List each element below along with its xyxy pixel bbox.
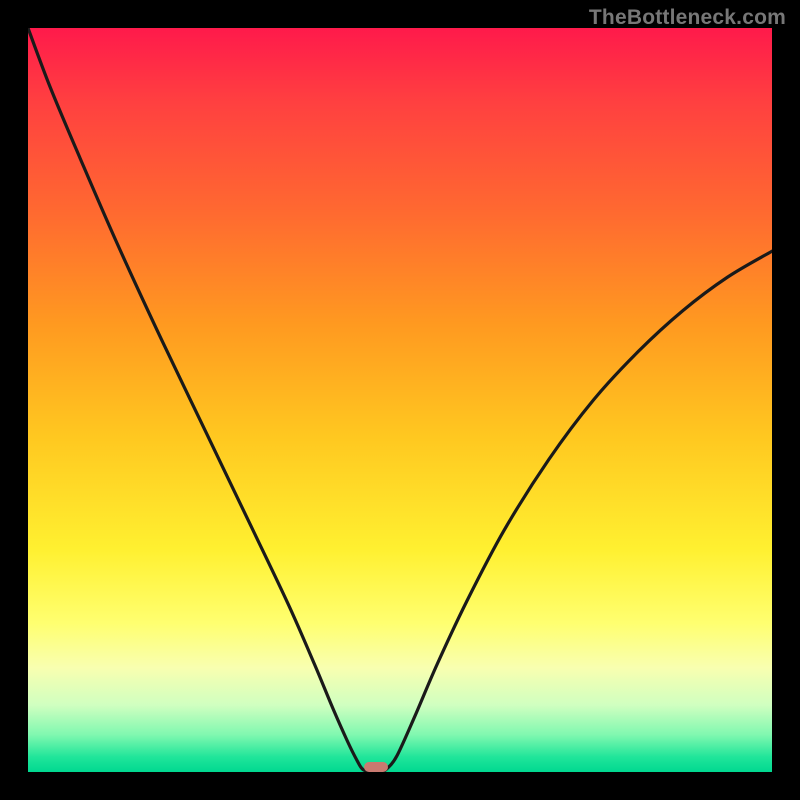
optimal-point-marker bbox=[364, 762, 388, 772]
watermark-text: TheBottleneck.com bbox=[589, 6, 786, 30]
chart-frame: TheBottleneck.com bbox=[0, 0, 800, 800]
plot-area bbox=[28, 28, 772, 772]
bottleneck-curve bbox=[28, 28, 772, 772]
curve-svg bbox=[28, 28, 772, 772]
